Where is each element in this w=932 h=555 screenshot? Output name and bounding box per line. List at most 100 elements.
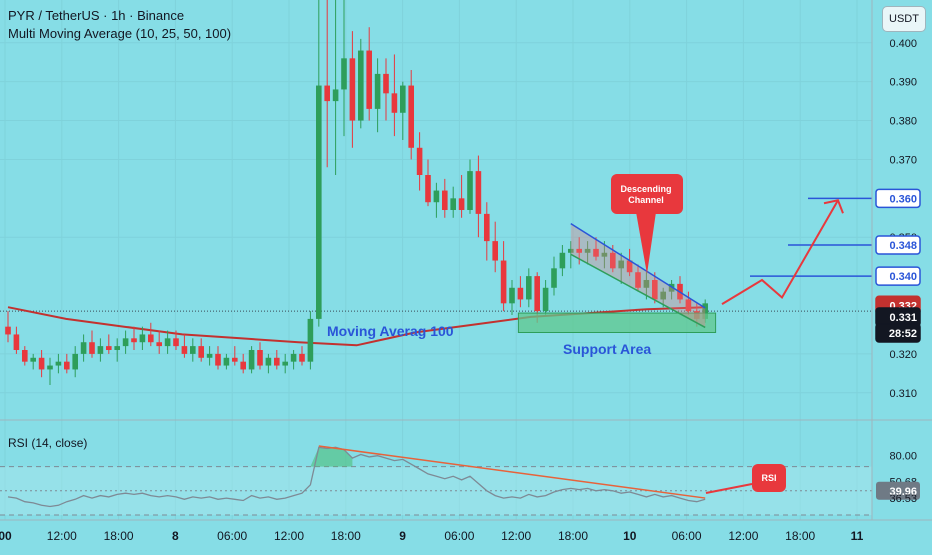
price-tick-label: 0.320 <box>889 349 917 361</box>
candle-body[interactable] <box>131 338 137 343</box>
candle-body[interactable] <box>173 338 179 347</box>
candle-body[interactable] <box>349 58 356 121</box>
candle-body[interactable] <box>248 350 255 370</box>
candle-body[interactable] <box>484 213 490 242</box>
candle-body[interactable] <box>442 190 448 210</box>
candle-body[interactable] <box>47 365 53 370</box>
candle-body[interactable] <box>97 346 104 354</box>
candle-body[interactable] <box>576 248 582 253</box>
candle-body[interactable] <box>542 287 549 312</box>
candle-body[interactable] <box>114 346 120 350</box>
candle-body[interactable] <box>492 241 498 261</box>
candle-body[interactable] <box>282 361 288 366</box>
candle-body[interactable] <box>408 85 414 148</box>
candle-body[interactable] <box>156 342 162 347</box>
candle-body[interactable] <box>38 357 45 370</box>
candle-body[interactable] <box>416 147 423 175</box>
candle-body[interactable] <box>685 299 692 312</box>
candle-body[interactable] <box>30 357 36 362</box>
candle-body[interactable] <box>601 252 608 257</box>
time-tick-label: 11 <box>851 529 864 543</box>
candle-body[interactable] <box>265 357 272 366</box>
candle-body[interactable] <box>274 357 280 366</box>
channel-label-line2: Channel <box>628 195 664 205</box>
candle-body[interactable] <box>467 171 473 210</box>
candle-body[interactable] <box>240 361 246 370</box>
time-tick-label: 18:00 <box>785 529 815 543</box>
rsi-current-badge <box>876 481 920 500</box>
candle-body[interactable] <box>526 276 532 300</box>
currency-button[interactable]: USDT <box>882 6 926 32</box>
candle-body[interactable] <box>257 350 263 366</box>
candle-body[interactable] <box>181 346 188 354</box>
candle-body[interactable] <box>5 326 11 335</box>
channel-fill <box>570 223 706 328</box>
candle-body[interactable] <box>509 287 515 304</box>
rsi-legend[interactable]: RSI (14, close) <box>8 436 88 450</box>
candle-body[interactable] <box>660 291 666 300</box>
candle-body[interactable] <box>500 260 507 304</box>
candle-body[interactable] <box>89 342 95 354</box>
candle-body[interactable] <box>391 93 398 113</box>
candle-body[interactable] <box>635 272 641 288</box>
candle-body[interactable] <box>148 334 154 343</box>
candle-body[interactable] <box>366 50 372 109</box>
candle-body[interactable] <box>215 353 221 366</box>
candle-body[interactable] <box>22 350 28 362</box>
candle-body[interactable] <box>433 190 440 203</box>
candle-body[interactable] <box>584 248 591 253</box>
candle-body[interactable] <box>299 353 305 362</box>
candle-body[interactable] <box>425 175 431 203</box>
candle-body[interactable] <box>106 346 112 350</box>
candle-body[interactable] <box>358 50 364 121</box>
candle-body[interactable] <box>72 353 78 370</box>
candle-body[interactable] <box>341 58 347 90</box>
candle-body[interactable] <box>610 252 616 269</box>
candle-body[interactable] <box>164 338 171 347</box>
candle-body[interactable] <box>206 353 213 358</box>
candle-body[interactable] <box>223 357 230 366</box>
candle-body[interactable] <box>458 198 465 210</box>
candle-body[interactable] <box>702 303 708 319</box>
candle-body[interactable] <box>383 73 389 94</box>
candle-body[interactable] <box>626 260 633 273</box>
candle-body[interactable] <box>534 276 540 312</box>
candle-body[interactable] <box>450 198 456 210</box>
candle-body[interactable] <box>374 73 381 109</box>
candle-body[interactable] <box>13 334 20 350</box>
price-axis-badge <box>875 188 921 209</box>
candle-body[interactable] <box>652 280 658 300</box>
candle-body[interactable] <box>290 353 297 362</box>
candle-body[interactable] <box>190 346 196 354</box>
candle-body[interactable] <box>400 85 406 113</box>
candle-body[interactable] <box>643 280 650 288</box>
candle-body[interactable] <box>316 85 322 319</box>
candle-body[interactable] <box>559 252 566 269</box>
candle-body[interactable] <box>517 287 524 300</box>
candle-body[interactable] <box>568 248 574 253</box>
indicator-legend[interactable]: Multi Moving Average (10, 25, 50, 100) <box>8 26 232 41</box>
candle-body[interactable] <box>198 346 204 358</box>
price-axis-badge <box>875 323 921 343</box>
candle-body[interactable] <box>475 171 482 214</box>
candle-body[interactable] <box>551 268 557 288</box>
candle-body[interactable] <box>139 334 146 343</box>
axes-layer: 0.4000.3900.3800.3700.3500.3200.3100012:… <box>0 38 921 543</box>
candle-body[interactable] <box>80 342 87 354</box>
price-axis-badge-label: 0.360 <box>889 193 917 205</box>
support-area-label: Support Area <box>563 341 651 357</box>
candle-body[interactable] <box>324 85 330 102</box>
candle-body[interactable] <box>122 338 129 347</box>
candle-body[interactable] <box>593 248 599 257</box>
candle-body[interactable] <box>332 89 339 102</box>
candle-body[interactable] <box>232 357 238 362</box>
candle-body[interactable] <box>618 260 624 269</box>
candle-body[interactable] <box>307 318 314 362</box>
time-tick-label: 9 <box>399 529 406 543</box>
candle-body[interactable] <box>55 361 62 366</box>
candle-body[interactable] <box>64 361 70 370</box>
symbol-title[interactable]: PYR / TetherUS · 1h · Binance <box>8 8 185 23</box>
